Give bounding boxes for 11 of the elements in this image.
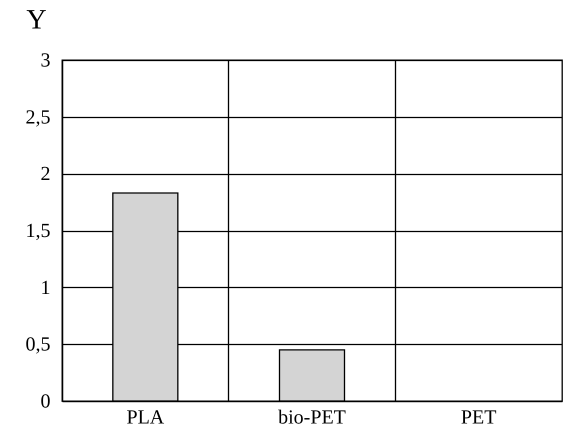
y-tick-label: 0 [40, 390, 50, 412]
x-tick-label: PLA [126, 406, 165, 428]
x-tick-label: PET [460, 406, 496, 428]
x-tick-label: bio-PET [278, 406, 346, 428]
y-axis-title: Y [26, 4, 47, 36]
y-tick-label: 2 [40, 163, 50, 186]
y-tick-label: 2,5 [26, 106, 50, 128]
y-tick-label: 1,5 [26, 220, 50, 242]
y-tick-label: 3 [40, 50, 50, 72]
y-tick-label: 0,5 [26, 334, 50, 356]
y-tick-label: 1 [40, 276, 50, 299]
